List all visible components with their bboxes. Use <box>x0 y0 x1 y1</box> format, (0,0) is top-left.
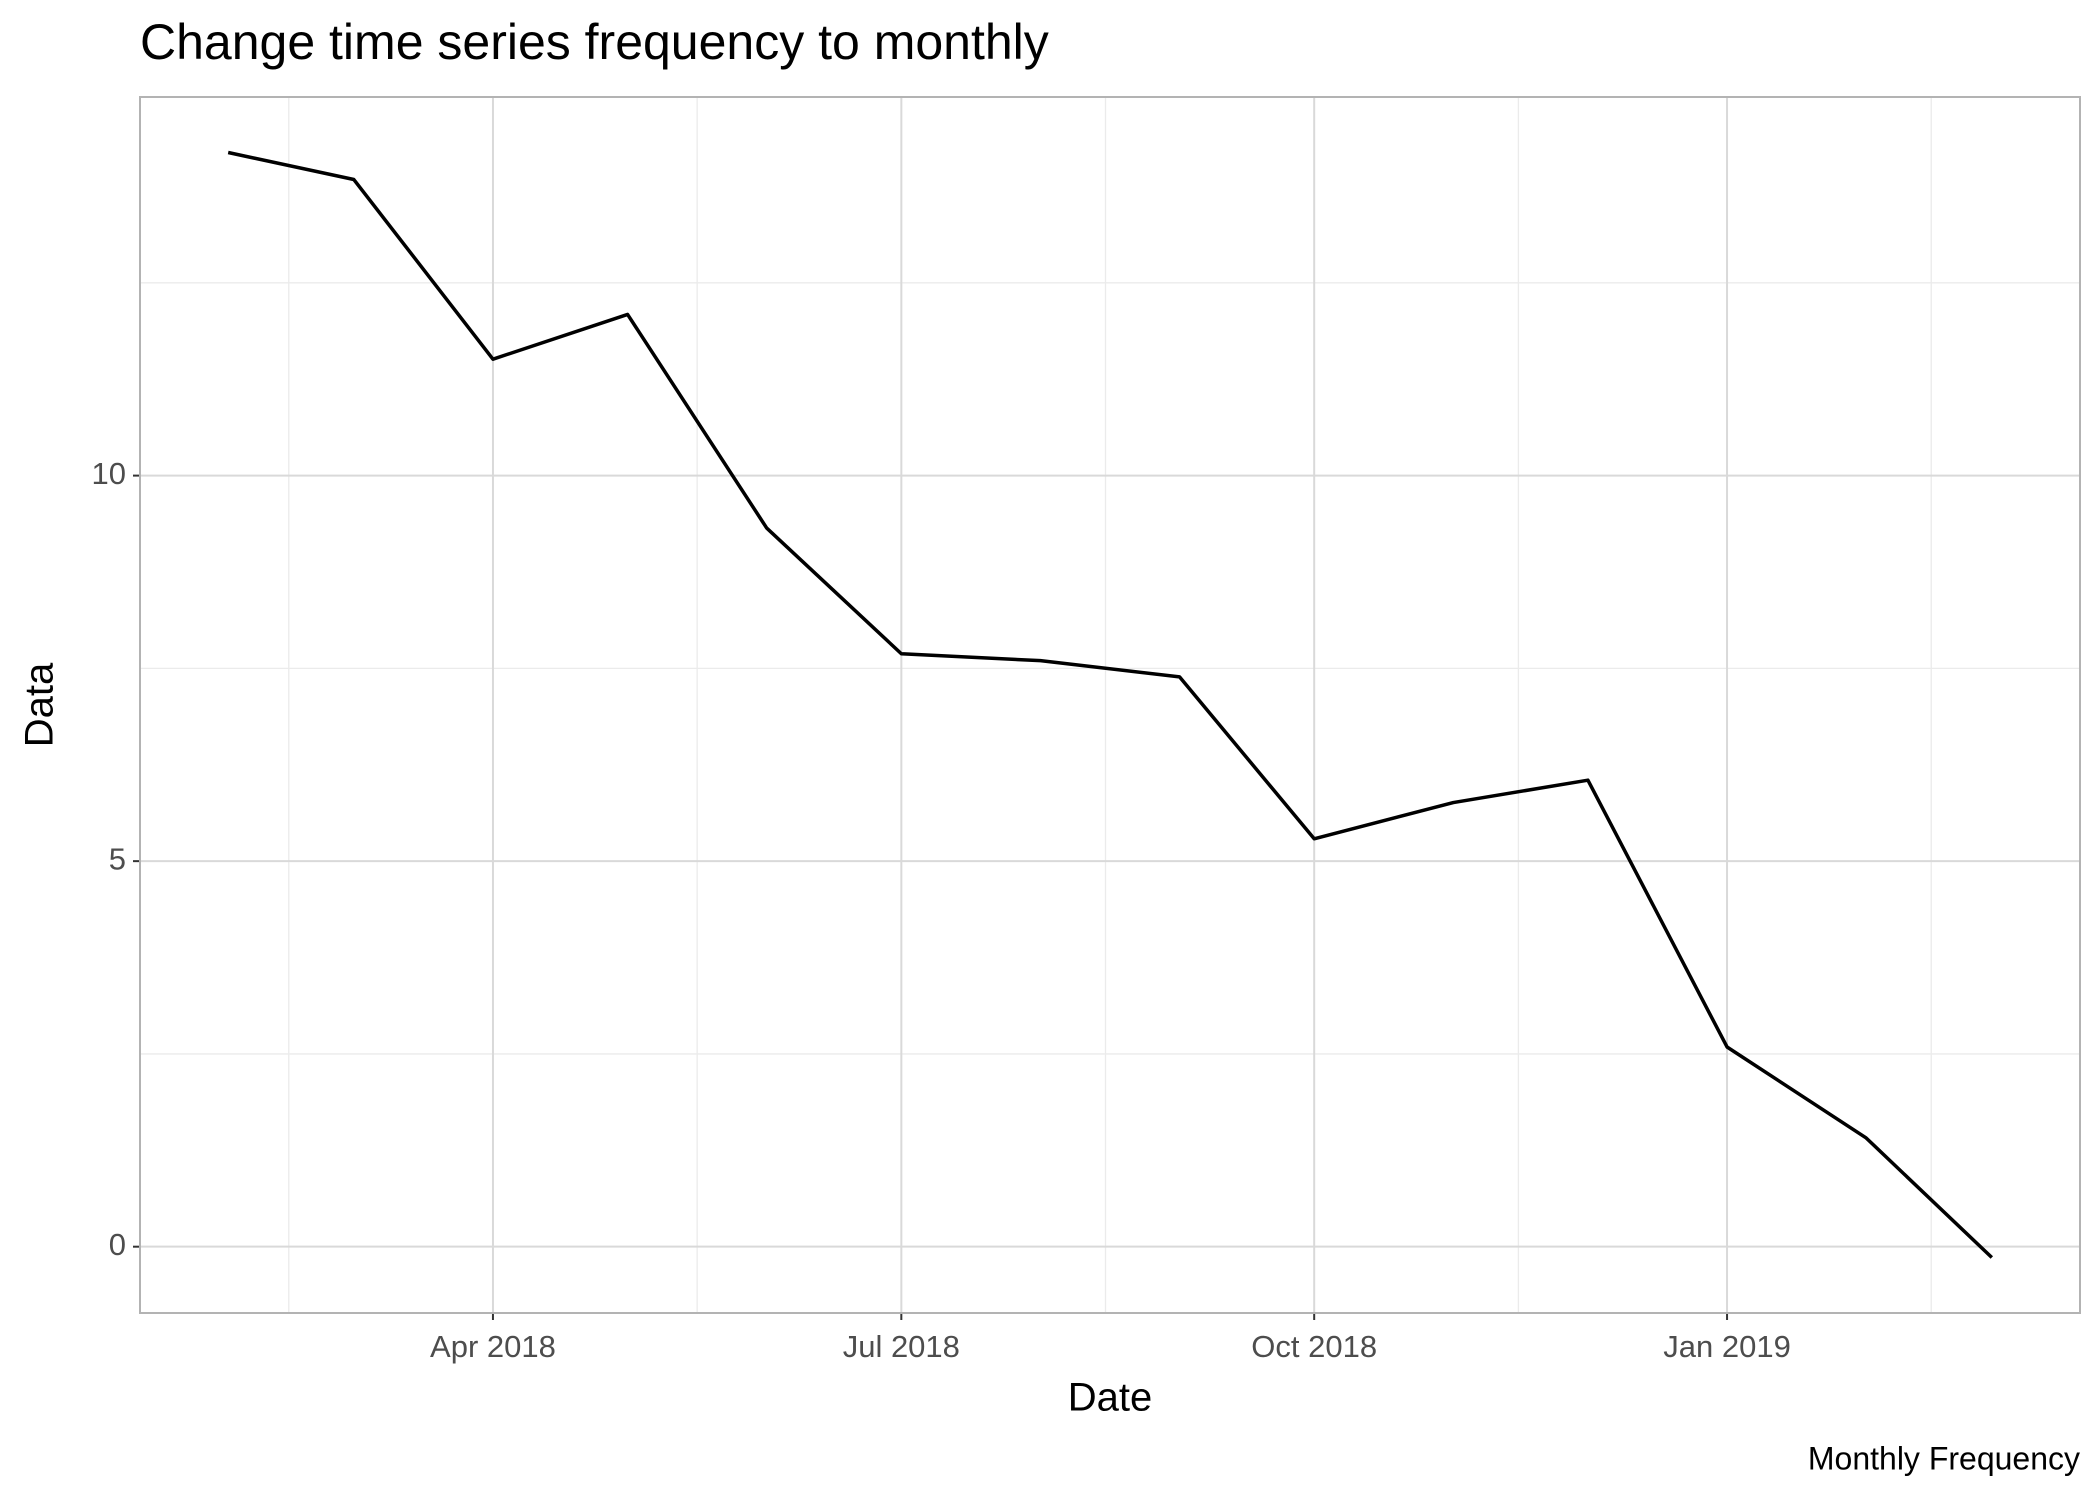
x-tick-label: Jul 2018 <box>843 1329 960 1364</box>
data-line <box>227 150 1994 1259</box>
chart-title: Change time series frequency to monthly <box>140 14 1049 70</box>
y-tick-label: 10 <box>92 456 126 491</box>
x-axis-label: Date <box>1068 1376 1153 1420</box>
panel-border <box>139 96 2081 1314</box>
x-tick-label: Oct 2018 <box>1251 1329 1377 1364</box>
y-tick-label: 5 <box>109 841 126 876</box>
y-tick-label: 0 <box>109 1227 126 1262</box>
x-tick-label: Apr 2018 <box>430 1329 556 1364</box>
y-axis-label: Data <box>18 662 62 747</box>
caption: Monthly Frequency <box>1808 1440 2080 1476</box>
x-tick-label: Jan 2019 <box>1663 1329 1791 1364</box>
